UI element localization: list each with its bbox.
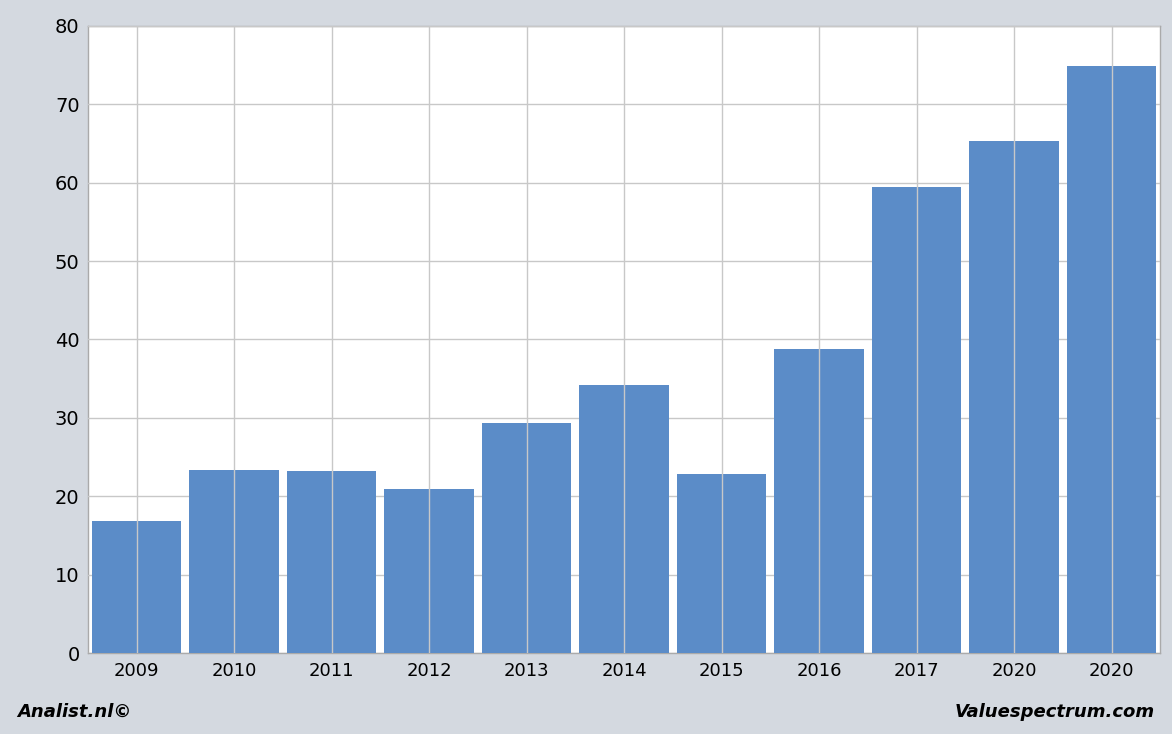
Bar — [482, 424, 572, 653]
Text: Analist.nl©: Analist.nl© — [18, 702, 132, 721]
Bar — [91, 521, 182, 653]
Bar — [579, 385, 669, 653]
Bar — [775, 349, 864, 653]
Bar — [676, 473, 766, 653]
Text: Valuespectrum.com: Valuespectrum.com — [954, 702, 1154, 721]
Bar — [969, 141, 1058, 653]
Bar — [287, 471, 376, 653]
Bar — [1067, 67, 1157, 653]
Bar — [384, 490, 473, 653]
Bar — [872, 186, 961, 653]
Bar — [190, 470, 279, 653]
